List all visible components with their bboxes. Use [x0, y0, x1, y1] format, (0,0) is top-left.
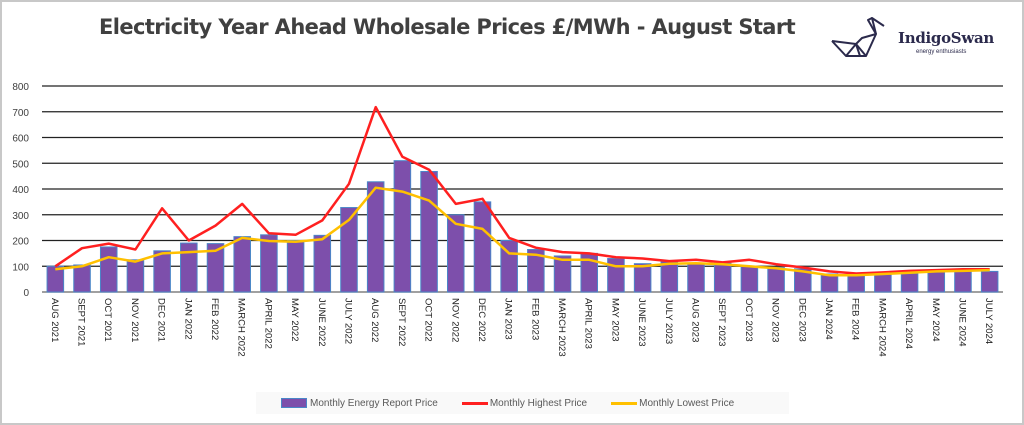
bar: [180, 242, 198, 293]
x-tick-label: SEPT 2021: [76, 298, 87, 346]
bar: [73, 264, 91, 293]
y-tick-label: 200: [12, 237, 29, 248]
x-tick-label: AUG 2021: [49, 298, 60, 342]
x-tick-label: JUNE 2024: [956, 298, 967, 347]
legend-item-report-price: Monthly Energy Report Price: [281, 398, 438, 409]
bar: [420, 170, 438, 293]
x-tick-label: NOV 2022: [449, 298, 460, 342]
bar: [553, 255, 572, 293]
bar: [473, 201, 492, 293]
x-tick-label: JAN 2024: [823, 298, 834, 340]
bar: [874, 273, 892, 293]
x-tick-label: MARCH 2022: [236, 298, 247, 357]
x-tick-label: JAN 2023: [503, 298, 514, 340]
x-tick-label: JULY 2022: [342, 298, 353, 344]
x-tick-label: OCT 2021: [102, 298, 113, 342]
x-tick-label: JULY 2024: [983, 298, 994, 344]
y-tick-label: 0: [23, 288, 29, 299]
bar: [286, 240, 305, 293]
legend: Monthly Energy Report Price Monthly High…: [256, 392, 789, 414]
logo-name: IndigoSwan: [898, 29, 994, 47]
x-tick-label: MARCH 2023: [556, 298, 567, 357]
x-tick-label: AUG 2023: [690, 298, 701, 342]
bar: [153, 250, 171, 293]
x-tick-label: JULY 2023: [663, 298, 674, 344]
x-tick-label: NOV 2021: [129, 298, 140, 342]
y-tick-label: 600: [12, 134, 29, 145]
x-tick-label: DEC 2023: [796, 298, 807, 342]
x-tick-label: FEB 2022: [209, 298, 220, 340]
x-tick-label: JUNE 2023: [636, 298, 647, 347]
bar: [713, 262, 732, 293]
swan-origami-icon: [831, 17, 885, 57]
x-tick-label: JUNE 2022: [316, 298, 327, 347]
bar: [847, 274, 865, 293]
y-tick-label: 400: [12, 185, 29, 196]
bar: [767, 267, 785, 293]
x-tick-label: MAY 2024: [930, 298, 941, 341]
x-tick-label: MARCH 2024: [876, 298, 887, 357]
y-tick-label: 300: [12, 211, 29, 222]
x-tick-label: SEPT 2022: [396, 298, 407, 346]
legend-swatch-line: [461, 401, 488, 405]
bar: [740, 265, 759, 293]
x-tick-label: AUG 2022: [369, 298, 380, 342]
bar: [393, 160, 412, 293]
legend-swatch-line: [611, 401, 638, 405]
bar: [446, 214, 465, 293]
bar: [126, 259, 145, 293]
bar: [954, 269, 972, 293]
bar: [607, 258, 625, 293]
y-tick-label: 700: [12, 108, 29, 119]
x-tick-label: FEB 2024: [850, 298, 861, 340]
bar: [313, 234, 332, 293]
y-tick-label: 100: [12, 262, 29, 273]
x-tick-label: APRIL 2024: [903, 298, 914, 349]
x-tick-label: OCT 2022: [423, 298, 434, 342]
x-tick-label: OCT 2023: [743, 298, 754, 342]
legend-item-highest-price: Monthly Highest Price: [461, 397, 588, 409]
x-tick-label: NOV 2023: [770, 298, 781, 342]
bar: [660, 261, 679, 293]
x-tick-label: JAN 2022: [182, 298, 193, 340]
y-tick-label: 800: [12, 82, 29, 93]
legend-swatch-bar: [281, 398, 307, 408]
legend-label: Monthly Energy Report Price: [310, 397, 438, 409]
bar: [527, 249, 545, 293]
indigoswan-logo: IndigoSwan energy enthusiasts: [826, 14, 1006, 70]
bar: [46, 265, 65, 293]
x-tick-label: FEB 2023: [529, 298, 540, 340]
x-tick-label: MAY 2022: [289, 298, 300, 341]
x-tick-label: SEPT 2023: [716, 298, 727, 346]
x-tick-label: APRIL 2023: [583, 298, 594, 349]
x-tick-label: APRIL 2022: [262, 298, 273, 349]
chart-plot: 0 100 200 300 400 500 600 700 800 AUG 2021 SEPT 20…: [12, 82, 1003, 357]
x-tick-label: DEC 2022: [476, 298, 487, 342]
chart-title: Electricity Year Ahead Wholesale Prices …: [99, 15, 796, 39]
legend-item-lowest-price: Monthly Lowest Price: [611, 398, 734, 409]
legend-label: Monthly Lowest Price: [639, 397, 735, 409]
bar: [794, 268, 812, 293]
bar: [900, 272, 919, 293]
bar: [366, 181, 385, 293]
bar: [980, 270, 999, 293]
bar: [927, 270, 946, 293]
bar: [633, 263, 652, 293]
bar: [206, 243, 225, 293]
lowest-price-line: [55, 186, 990, 277]
bar: [820, 273, 839, 293]
bar: [687, 263, 705, 293]
bar: [233, 236, 251, 293]
x-tick-label: DEC 2021: [156, 298, 167, 342]
bar: [99, 246, 118, 293]
y-tick-label: 500: [12, 159, 29, 170]
legend-label: Monthly Highest Price: [489, 397, 588, 409]
bar: [260, 234, 278, 293]
bar: [340, 207, 358, 293]
logo-tagline: energy enthusiasts: [916, 49, 967, 55]
x-tick-label: MAY 2023: [609, 298, 620, 341]
highest-price-line: [54, 105, 990, 275]
